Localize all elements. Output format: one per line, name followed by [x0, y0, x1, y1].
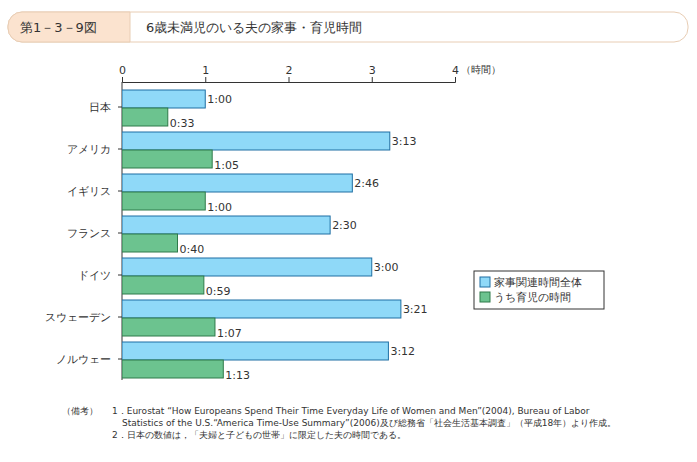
- chart: 第1－3－9図 6歳未満児のいる夫の家事・育児時間 0 1 2 3 4（時間） 日本アメリカイ…: [0, 0, 697, 462]
- y-tick-mark: [118, 275, 122, 276]
- notes: （備考） 1．Eurostat “How Europeans Spend Thei…: [62, 406, 616, 440]
- bar: [122, 300, 401, 318]
- category-label: イギリス: [67, 185, 111, 198]
- data-label: 1:05: [214, 159, 239, 172]
- legend-frame: [474, 271, 604, 309]
- category-label: スウェーデン: [45, 311, 111, 324]
- bar: [122, 216, 330, 234]
- data-label: 1:07: [217, 327, 242, 340]
- bar: [122, 108, 168, 126]
- x-axis: 0 1 2 3 4: [119, 64, 459, 83]
- y-tick: 日本: [89, 101, 122, 114]
- y-tick-mark: [118, 317, 122, 318]
- legend-swatch: [480, 277, 490, 287]
- y-tick-mark: [118, 359, 122, 360]
- bar: [122, 234, 178, 252]
- figure-number-box: [8, 12, 130, 42]
- category-label: ドイツ: [78, 269, 111, 282]
- x-tick: 2: [286, 64, 293, 82]
- x-tick-label: 1: [202, 64, 209, 77]
- note-line: 1．Eurostat “How Europeans Spend Their Ti…: [112, 406, 590, 416]
- category-label: フランス: [67, 227, 111, 240]
- x-tick-label: 3: [369, 64, 376, 77]
- note-line: Statistics of the U.S.“America Time-Use …: [122, 418, 616, 428]
- bar: [122, 258, 372, 276]
- y-tick-mark: [118, 191, 122, 192]
- x-tick-label: 4: [452, 64, 459, 77]
- data-label: 1:00: [207, 93, 232, 106]
- bar: [122, 342, 388, 360]
- category-label: アメリカ: [67, 143, 111, 156]
- data-label: 0:33: [170, 117, 195, 130]
- bars: [122, 90, 401, 378]
- notes-label: （備考）: [62, 406, 98, 416]
- y-tick: イギリス: [67, 185, 122, 198]
- data-label: 2:46: [354, 177, 379, 190]
- x-tick-mark: [289, 77, 290, 82]
- x-tick: 1: [202, 64, 209, 82]
- bar: [122, 174, 352, 192]
- y-axis: 日本アメリカイギリスフランスドイツスウェーデンノルウェー: [45, 82, 122, 380]
- legend: 家事関連時間全体うち育児の時間: [474, 271, 604, 309]
- x-tick-mark: [372, 77, 373, 82]
- legend-item: うち育児の時間: [480, 291, 571, 304]
- data-label: 1:00: [207, 201, 232, 214]
- data-label: 3:13: [392, 135, 417, 148]
- x-tick-mark: [205, 77, 206, 82]
- title: 6歳未満児のいる夫の家事・育児時間: [146, 20, 362, 35]
- y-tick-mark: [118, 149, 122, 150]
- bar: [122, 360, 223, 378]
- x-axis-label: （時間）: [461, 64, 501, 75]
- y-tick: スウェーデン: [45, 311, 122, 324]
- data-label: 0:40: [180, 243, 205, 256]
- bar: [122, 150, 212, 168]
- data-label: 3:21: [403, 303, 428, 316]
- y-tick: アメリカ: [67, 143, 122, 156]
- data-label: 3:00: [374, 261, 399, 274]
- y-tick-mark: [118, 233, 122, 234]
- y-tick: ノルウェー: [56, 353, 122, 366]
- x-tick: 3: [369, 64, 376, 82]
- x-tick: 0: [119, 64, 126, 82]
- legend-label: うち育児の時間: [494, 291, 571, 304]
- legend-item: 家事関連時間全体: [480, 276, 582, 289]
- category-label: ノルウェー: [56, 353, 111, 366]
- bar: [122, 318, 215, 336]
- category-label: 日本: [89, 101, 111, 114]
- note-line: 2．日本の数値は，「夫婦と子どもの世帯」に限定した夫の時間である。: [112, 430, 406, 440]
- x-tick-mark: [122, 77, 123, 82]
- y-tick-mark: [118, 107, 122, 108]
- data-label: 3:12: [390, 345, 415, 358]
- x-tick: 4: [452, 64, 459, 82]
- data-labels: 1:00 3:13 2:46 2:30 3:00 3:21 3:12 0:33 1:05 1:00…: [170, 93, 428, 382]
- x-axis-line: [123, 77, 456, 83]
- bar: [122, 192, 205, 210]
- data-label: 1:13: [225, 369, 250, 382]
- bar: [122, 90, 205, 108]
- legend-swatch: [480, 292, 490, 302]
- header: 第1－3－9図 6歳未満児のいる夫の家事・育児時間: [8, 12, 688, 42]
- legend-label: 家事関連時間全体: [494, 276, 582, 289]
- x-tick-mark: [455, 77, 456, 82]
- y-tick: ドイツ: [78, 269, 122, 282]
- figure-number: 第1－3－9図: [20, 20, 97, 35]
- bar: [122, 276, 204, 294]
- data-label: 0:59: [206, 285, 231, 298]
- header-frame: [8, 12, 688, 42]
- bar: [122, 132, 390, 150]
- data-label: 2:30: [332, 219, 357, 232]
- x-tick-label: 0: [119, 64, 126, 77]
- x-tick-label: 2: [286, 64, 293, 77]
- y-tick: フランス: [67, 227, 122, 240]
